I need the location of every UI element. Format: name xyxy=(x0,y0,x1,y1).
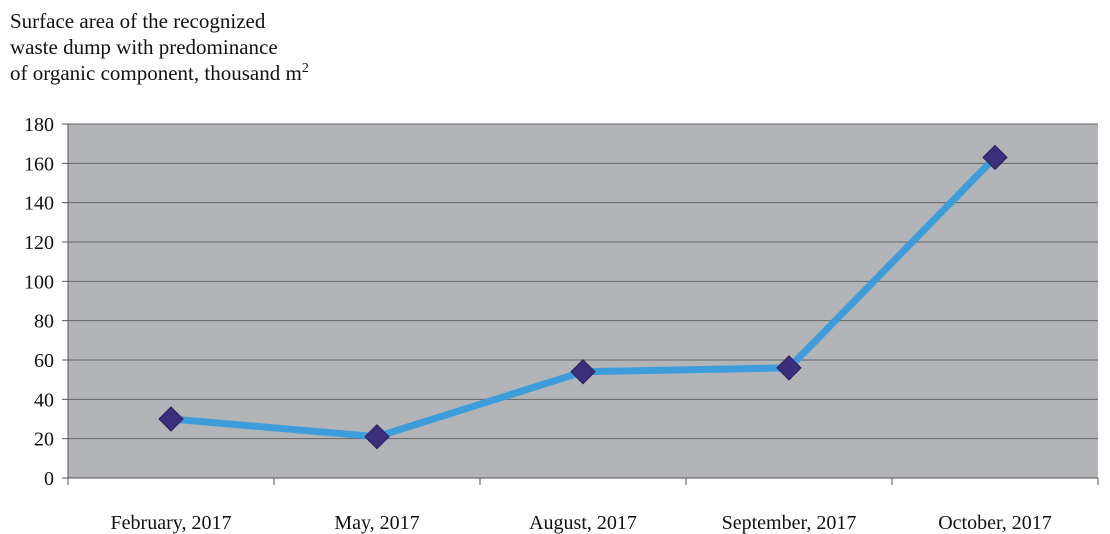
data-point-1 xyxy=(364,423,390,450)
y-tick-label-160: 160 xyxy=(24,153,54,175)
y-axis-label-line-2: waste dump with predominance xyxy=(10,35,278,59)
y-axis-label-line-3-text: of organic component, thousand m xyxy=(10,61,302,85)
data-point-2 xyxy=(570,359,596,385)
x-tick-label-3: September, 2017 xyxy=(722,512,857,534)
y-axis-label-line-3: of organic component, thousand m2 xyxy=(10,60,309,86)
y-tick-label-180: 180 xyxy=(24,114,54,136)
y-axis-label-unit-superscript: 2 xyxy=(301,61,309,76)
y-axis-label: Surface area of the recognized waste dum… xyxy=(10,8,309,86)
plot-area xyxy=(68,124,1098,478)
x-tick-label-0: February, 2017 xyxy=(111,512,232,534)
y-tick-label-40: 40 xyxy=(34,389,54,411)
y-tick-labels: 0 20 40 60 80 100 120 140 160 180 xyxy=(24,114,68,490)
axes xyxy=(67,124,1098,479)
y-tick-label-140: 140 xyxy=(24,193,54,215)
y-tick-label-20: 20 xyxy=(34,429,54,451)
y-tick-label-0: 0 xyxy=(44,468,54,490)
y-tick-label-60: 60 xyxy=(34,350,54,372)
gridlines xyxy=(68,123,1098,440)
data-point-0 xyxy=(158,406,184,432)
x-tick-labels: February, 2017 May, 2017 August, 2017 Septe… xyxy=(67,478,1099,534)
y-tick-label-100: 100 xyxy=(24,271,54,293)
y-axis-label-line-1: Surface area of the recognized xyxy=(10,9,266,33)
y-tick-label-120: 120 xyxy=(24,232,54,254)
y-tick-label-80: 80 xyxy=(34,311,54,333)
data-point-4 xyxy=(982,144,1008,171)
series-layer xyxy=(158,144,1008,450)
x-tick-label-1: May, 2017 xyxy=(334,512,419,534)
data-point-3 xyxy=(776,355,802,381)
x-tick-label-4: October, 2017 xyxy=(938,512,1052,534)
x-tick-label-2: August, 2017 xyxy=(529,512,637,534)
